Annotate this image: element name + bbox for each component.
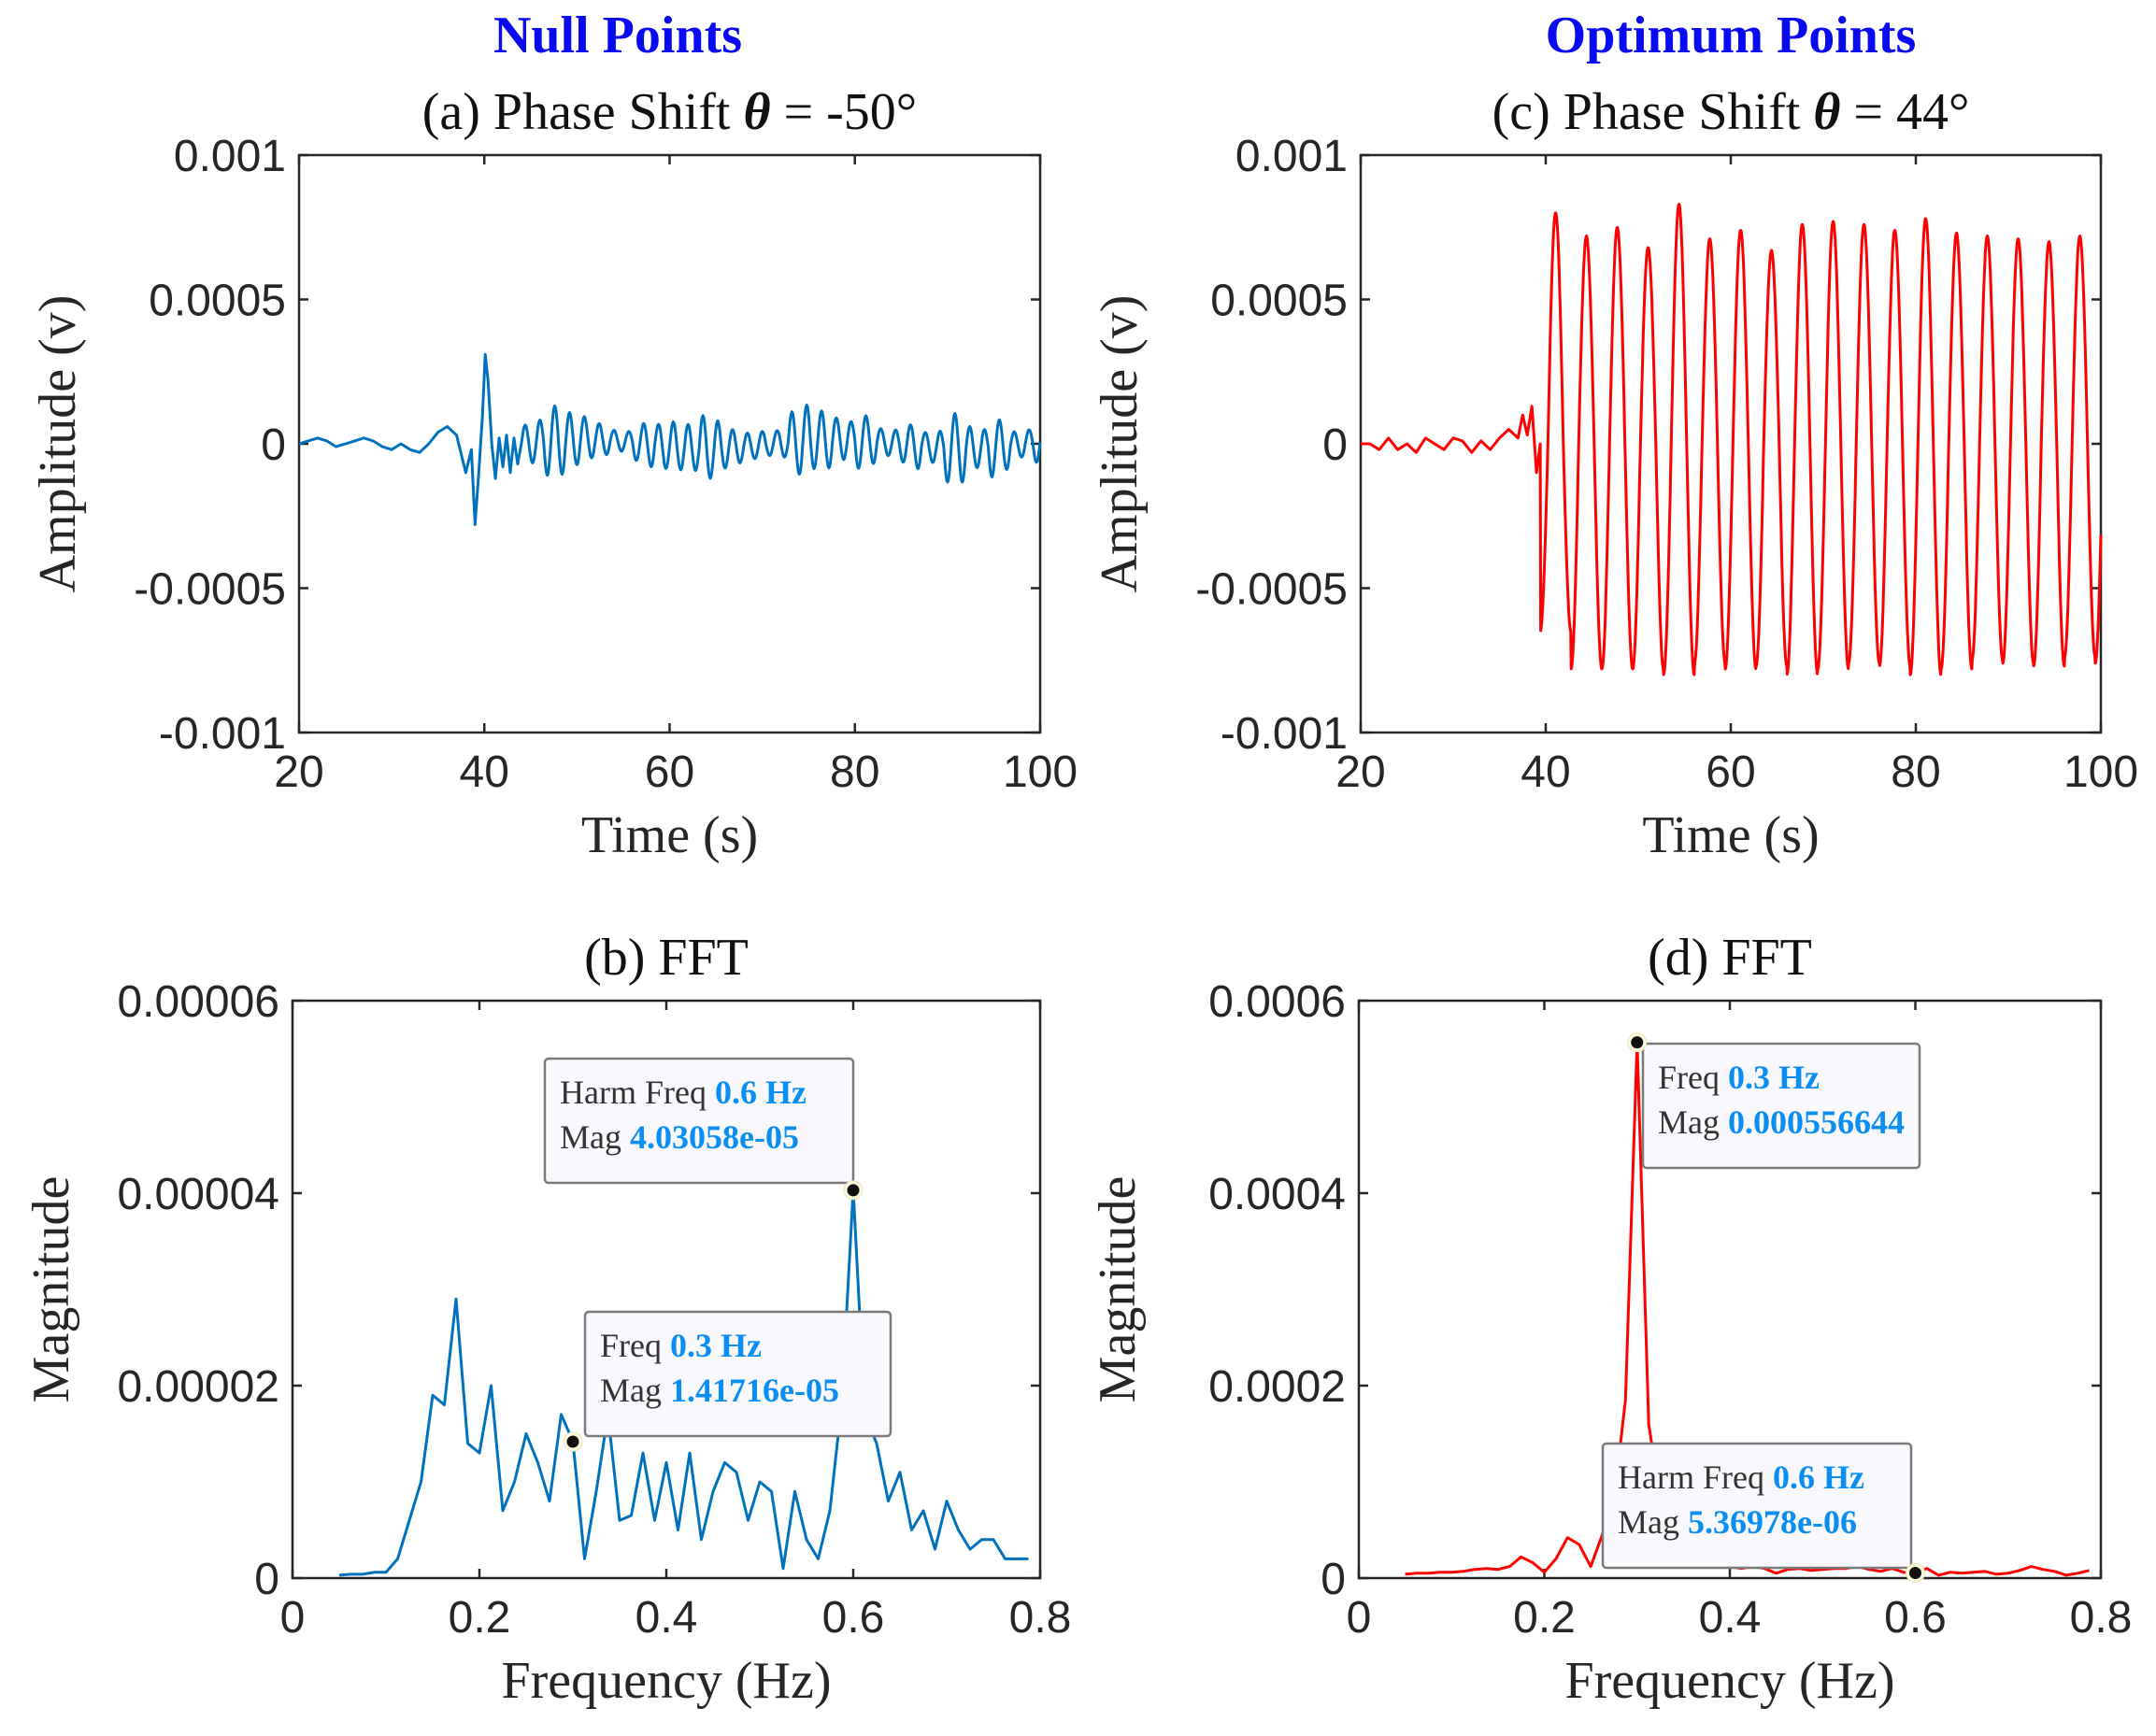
- x-tick-label-d: 0.2: [1513, 1593, 1576, 1643]
- datatip-marker-b[interactable]: [847, 1184, 860, 1197]
- x-tick-label-d: 0.6: [1884, 1593, 1947, 1643]
- x-tick-label-a: 80: [830, 747, 879, 797]
- datatip-text-b: Mag 4.03058e-05: [560, 1118, 799, 1156]
- x-tick-label-a: 100: [1003, 747, 1078, 797]
- series-line-a: [298, 352, 1042, 526]
- y-axis-label-b: Magnitude: [22, 1176, 80, 1403]
- y-tick-label-c: 0.0005: [1210, 277, 1348, 326]
- panel-d-fft: (d) FFT 0 0.2 0.4 0.6 0.8 0 0.0002 0.0004 0.0006 F…: [1089, 929, 2132, 1710]
- x-axis-label-d: Frequency (Hz): [1565, 1652, 1895, 1710]
- x-tick-label-a: 40: [460, 747, 509, 797]
- series-line-c: [1361, 203, 2103, 676]
- x-tick-label-d: 0.8: [2070, 1593, 2133, 1643]
- y-tick-label-a: -0.001: [159, 709, 286, 759]
- x-tick-label-c: 60: [1706, 747, 1755, 797]
- x-tick-label-c: 20: [1335, 747, 1385, 797]
- datatip-text-b: Freq 0.3 Hz: [600, 1327, 762, 1364]
- datatip-text-d: Freq 0.3 Hz: [1658, 1059, 1820, 1096]
- x-tick-label-b: 0.6: [822, 1593, 885, 1643]
- y-axis-label-d: Magnitude: [1089, 1176, 1147, 1403]
- y-tick-label-a: 0: [261, 420, 286, 470]
- y-tick-label-a: 0.0005: [149, 277, 286, 326]
- y-tick-label-a: -0.0005: [134, 565, 286, 615]
- x-tick-label-b: 0.8: [1009, 1593, 1072, 1643]
- panel-c-time-signal: (c) Phase Shift θ = 44° 20 40 60 80 100 -0.001…: [1091, 83, 2138, 864]
- left-column-title: Null Points: [493, 7, 742, 64]
- chart-title-c: (c) Phase Shift θ = 44°: [1492, 83, 1970, 141]
- y-tick-label-a: 0.001: [174, 132, 286, 181]
- y-tick-label-b: 0.00006: [117, 977, 279, 1027]
- y-tick-label-b: 0.00004: [117, 1170, 279, 1219]
- datatip-box-b[interactable]: [583, 1310, 892, 1438]
- chart-title-b: (b) FFT: [584, 929, 749, 987]
- datatip-text-b: Mag 1.41716e-05: [600, 1372, 839, 1409]
- x-tick-label-c: 80: [1891, 747, 1940, 797]
- datatip-text-b: Harm Freq 0.6 Hz: [560, 1074, 807, 1111]
- panel-b-fft: (b) FFT 0 0.2 0.4 0.6 0.8 0 0.00002 0.00004 0.000…: [22, 929, 1071, 1710]
- x-axis-label-a: Time (s): [581, 806, 758, 864]
- x-axis-label-b: Frequency (Hz): [502, 1652, 832, 1710]
- datatip-box-d[interactable]: [1641, 1042, 1921, 1170]
- datatip-text-d: Mag 5.36978e-06: [1618, 1503, 1857, 1541]
- y-tick-label-c: 0.001: [1235, 132, 1348, 181]
- x-tick-label-b: 0.4: [635, 1593, 698, 1643]
- x-tick-label-a: 20: [274, 747, 323, 797]
- datatip-text-d: Harm Freq 0.6 Hz: [1618, 1459, 1864, 1496]
- datatip-marker-d[interactable]: [1909, 1566, 1921, 1579]
- datatip-box-b[interactable]: [543, 1057, 855, 1185]
- y-tick-label-c: -0.0005: [1195, 565, 1348, 615]
- y-tick-label-c: -0.001: [1221, 709, 1348, 759]
- datatip-marker-b[interactable]: [566, 1435, 579, 1448]
- x-tick-label-c: 40: [1521, 747, 1570, 797]
- chart-title-d: (d) FFT: [1648, 929, 1812, 987]
- datatip-text-d: Mag 0.000556644: [1658, 1103, 1905, 1141]
- x-tick-label-b: 0.2: [449, 1593, 511, 1643]
- y-tick-label-b: 0: [254, 1555, 279, 1604]
- y-tick-label-d: 0.0006: [1208, 977, 1346, 1027]
- chart-title-a: (a) Phase Shift θ = -50°: [422, 83, 917, 141]
- datatip-box-d[interactable]: [1601, 1442, 1913, 1570]
- x-tick-label-b: 0: [280, 1593, 306, 1643]
- x-tick-label-c: 100: [2063, 747, 2138, 797]
- y-tick-label-b: 0.00002: [117, 1362, 279, 1412]
- y-tick-label-d: 0.0002: [1208, 1362, 1346, 1412]
- x-tick-label-d: 0: [1347, 1593, 1372, 1643]
- datatip-marker-d[interactable]: [1631, 1036, 1644, 1049]
- y-axis-label-c: Amplitude (v): [1091, 295, 1149, 593]
- y-tick-label-d: 0.0004: [1208, 1170, 1346, 1219]
- x-axis-label-c: Time (s): [1642, 806, 1819, 864]
- series-line-b: [338, 1188, 1029, 1577]
- y-tick-label-c: 0: [1322, 420, 1348, 470]
- panel-a-time-signal: (a) Phase Shift θ = -50° 20 40 60 80 100 -0.00…: [29, 83, 1078, 864]
- x-tick-label-a: 60: [645, 747, 694, 797]
- y-axis-label-a: Amplitude (v): [29, 295, 87, 593]
- y-tick-label-d: 0: [1321, 1555, 1346, 1604]
- x-tick-label-d: 0.4: [1699, 1593, 1762, 1643]
- right-column-title: Optimum Points: [1546, 7, 1917, 64]
